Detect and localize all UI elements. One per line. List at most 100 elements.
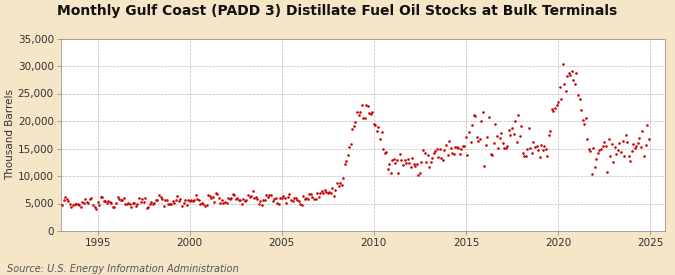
Point	[342, 152, 353, 157]
Point	[83, 200, 94, 205]
Point	[129, 201, 140, 205]
Point	[232, 196, 242, 200]
Point	[587, 172, 597, 177]
Point	[572, 92, 583, 97]
Point	[352, 109, 362, 114]
Point	[493, 145, 504, 150]
Point	[605, 154, 616, 158]
Point	[548, 108, 559, 113]
Point	[401, 160, 412, 165]
Point	[276, 196, 287, 200]
Point	[571, 71, 582, 75]
Point	[629, 146, 640, 150]
Point	[315, 191, 325, 195]
Point	[284, 191, 295, 196]
Point	[306, 192, 317, 197]
Point	[475, 137, 485, 141]
Point	[215, 201, 225, 205]
Point	[471, 135, 482, 140]
Point	[258, 198, 269, 202]
Point	[619, 153, 630, 158]
Point	[405, 165, 416, 169]
Point	[192, 196, 202, 201]
Y-axis label: Thousand Barrels: Thousand Barrels	[5, 89, 15, 180]
Point	[151, 198, 161, 203]
Point	[516, 123, 526, 128]
Point	[106, 201, 117, 205]
Point	[212, 192, 223, 196]
Point	[178, 200, 189, 205]
Point	[437, 158, 448, 163]
Point	[416, 160, 427, 164]
Point	[482, 135, 493, 139]
Point	[597, 144, 608, 148]
Point	[246, 194, 256, 198]
Point	[327, 186, 338, 191]
Point	[419, 151, 430, 155]
Point	[300, 196, 310, 201]
Point	[404, 161, 414, 165]
Point	[485, 152, 496, 156]
Point	[348, 124, 359, 128]
Point	[392, 158, 402, 163]
Point	[183, 198, 194, 203]
Point	[371, 128, 382, 133]
Point	[347, 127, 358, 131]
Point	[173, 199, 184, 203]
Point	[122, 202, 132, 206]
Point	[323, 191, 333, 195]
Point	[113, 197, 124, 201]
Point	[427, 156, 437, 160]
Point	[169, 200, 180, 205]
Point	[225, 196, 236, 200]
Point	[95, 195, 106, 199]
Point	[490, 121, 501, 126]
Point	[491, 134, 502, 139]
Point	[236, 201, 247, 206]
Point	[190, 193, 201, 197]
Point	[429, 150, 439, 155]
Point	[464, 130, 475, 134]
Point	[359, 115, 370, 120]
Point	[582, 137, 593, 141]
Point	[483, 115, 494, 119]
Point	[184, 199, 195, 203]
Point	[441, 143, 452, 148]
Point	[247, 189, 258, 194]
Point	[623, 154, 634, 158]
Point	[354, 110, 365, 114]
Point	[126, 205, 137, 209]
Point	[132, 202, 143, 206]
Point	[385, 171, 396, 175]
Point	[379, 151, 390, 156]
Point	[206, 196, 217, 200]
Point	[488, 141, 499, 145]
Point	[576, 107, 587, 112]
Point	[631, 144, 642, 148]
Point	[511, 140, 522, 144]
Point	[196, 200, 207, 205]
Point	[528, 139, 539, 144]
Point	[60, 195, 71, 200]
Point	[296, 203, 307, 207]
Point	[453, 146, 464, 150]
Point	[393, 170, 404, 175]
Point	[545, 128, 556, 133]
Point	[111, 201, 122, 205]
Point	[211, 190, 221, 195]
Point	[543, 133, 554, 137]
Point	[69, 202, 80, 206]
Point	[74, 203, 84, 207]
Point	[435, 147, 446, 151]
Point	[112, 195, 123, 200]
Point	[77, 200, 88, 205]
Point	[551, 103, 562, 108]
Point	[99, 199, 109, 203]
Point	[324, 190, 335, 195]
Point	[553, 99, 564, 104]
Point	[76, 205, 86, 210]
Point	[431, 147, 442, 151]
Point	[229, 193, 240, 197]
Point	[402, 157, 413, 161]
Point	[387, 158, 398, 162]
